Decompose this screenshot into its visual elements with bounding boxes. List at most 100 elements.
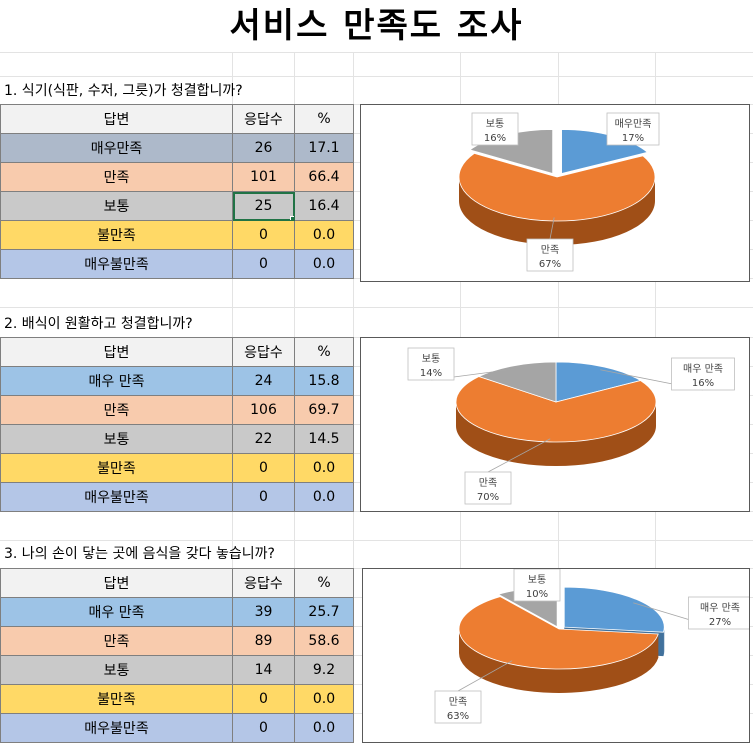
percent-cell[interactable]: 0.0 — [294, 220, 354, 250]
percent-cell[interactable]: 9.2 — [294, 655, 354, 685]
count-cell[interactable]: 0 — [232, 453, 295, 483]
data-label-value: 27% — [709, 617, 731, 628]
data-label-value: 63% — [447, 711, 469, 722]
count-cell[interactable]: 24 — [232, 366, 295, 396]
data-label-value: 70% — [477, 492, 499, 503]
answer-cell[interactable]: 만족 — [0, 395, 233, 425]
answer-cell[interactable]: 매우불만족 — [0, 713, 233, 743]
answer-cell[interactable]: 만족 — [0, 162, 233, 192]
count-cell-selected[interactable]: 25 — [232, 191, 295, 221]
table-row: 매우 만족 39 25.7 — [0, 597, 354, 627]
percent-cell[interactable]: 0.0 — [294, 482, 354, 512]
header-answer[interactable]: 답변 — [0, 104, 233, 134]
question-2: 2. 배식이 원활하고 청결합니까? — [4, 316, 193, 332]
answer-cell[interactable]: 불만족 — [0, 684, 233, 714]
table-header-row: 답변 응답수 % — [0, 104, 354, 134]
table-row: 만족 106 69.7 — [0, 395, 354, 425]
answer-cell[interactable]: 보통 — [0, 424, 233, 454]
answer-cell[interactable]: 보통 — [0, 655, 233, 685]
percent-cell[interactable]: 0.0 — [294, 684, 354, 714]
header-count[interactable]: 응답수 — [232, 104, 295, 134]
pie-chart-1[interactable]: 매우만족 17% 만족 67% 보통 16% — [360, 104, 750, 282]
answer-cell[interactable]: 불만족 — [0, 220, 233, 250]
pie-slice-1 — [458, 152, 656, 222]
percent-cell[interactable]: 66.4 — [294, 162, 354, 192]
answer-cell[interactable]: 매우만족 — [0, 133, 233, 163]
count-cell[interactable]: 14 — [232, 655, 295, 685]
count-cell[interactable]: 0 — [232, 249, 295, 279]
survey-table-1: 답변 응답수 % 매우만족 26 17.1 만족 101 66.4 보통 25 … — [0, 104, 354, 279]
answer-cell[interactable]: 매우 만족 — [0, 597, 233, 627]
table-header-row: 답변 응답수 % — [0, 337, 354, 367]
header-answer[interactable]: 답변 — [0, 568, 233, 598]
pie-slice-side — [456, 402, 656, 466]
data-label-value: 16% — [692, 378, 714, 389]
data-label-value: 14% — [420, 368, 442, 379]
data-label-category: 만족 — [541, 244, 559, 256]
count-cell[interactable]: 39 — [232, 597, 295, 627]
percent-cell[interactable]: 0.0 — [294, 453, 354, 483]
pie-slice-side — [459, 177, 655, 245]
data-label-category: 보통 — [528, 574, 546, 586]
data-label-box — [407, 347, 455, 381]
count-cell[interactable]: 0 — [232, 713, 295, 743]
table-row: 보통 25 16.4 — [0, 191, 354, 221]
count-cell[interactable]: 89 — [232, 626, 295, 656]
count-cell[interactable]: 22 — [232, 424, 295, 454]
data-label-category: 만족 — [449, 696, 467, 708]
pie-chart-2[interactable]: 매우 만족 16% 만족 70% 보통 14% — [360, 337, 750, 512]
table-row: 보통 22 14.5 — [0, 424, 354, 454]
pie-chart-3[interactable]: 매우 만족 27% 만족 63% 보통 10% — [362, 568, 750, 743]
data-label-box — [434, 690, 482, 724]
count-cell[interactable]: 101 — [232, 162, 295, 192]
data-label-category: 매우 만족 — [683, 363, 723, 375]
header-percent[interactable]: % — [294, 568, 354, 598]
data-label-box — [471, 112, 519, 146]
count-cell[interactable]: 106 — [232, 395, 295, 425]
pie-chart-2-svg: 매우 만족 16% 만족 70% 보통 14% — [407, 347, 735, 505]
percent-cell[interactable]: 17.1 — [294, 133, 354, 163]
table-row: 매우만족 26 17.1 — [0, 133, 354, 163]
pie-slice-side — [459, 629, 659, 693]
table-row: 매우불만족 0 0.0 — [0, 249, 354, 279]
data-label-value: 67% — [539, 259, 561, 270]
percent-cell[interactable]: 16.4 — [294, 191, 354, 221]
header-percent[interactable]: % — [294, 337, 354, 367]
answer-cell[interactable]: 매우 만족 — [0, 366, 233, 396]
answer-cell[interactable]: 매우불만족 — [0, 249, 233, 279]
percent-cell[interactable]: 25.7 — [294, 597, 354, 627]
count-cell[interactable]: 26 — [232, 133, 295, 163]
count-cell[interactable]: 0 — [232, 220, 295, 250]
data-label-box — [606, 112, 660, 146]
percent-cell[interactable]: 0.0 — [294, 713, 354, 743]
data-label-category: 매우 만족 — [700, 602, 740, 614]
table-row: 불만족 0 0.0 — [0, 453, 354, 483]
data-label-category: 보통 — [486, 118, 504, 130]
page-title: 서비스 만족도 조사 — [229, 6, 524, 46]
survey-table-2: 답변 응답수 % 매우 만족 24 15.8 만족 106 69.7 보통 22… — [0, 337, 354, 512]
percent-cell[interactable]: 58.6 — [294, 626, 354, 656]
leader-line — [457, 660, 513, 692]
percent-cell[interactable]: 14.5 — [294, 424, 354, 454]
pie-chart-1-svg: 매우만족 17% 만족 67% 보통 16% — [458, 112, 660, 272]
answer-cell[interactable]: 불만족 — [0, 453, 233, 483]
data-label-category: 보통 — [422, 353, 440, 365]
percent-cell[interactable]: 15.8 — [294, 366, 354, 396]
header-count[interactable]: 응답수 — [232, 337, 295, 367]
question-1: 1. 식기(식판, 수저, 그릇)가 청결합니까? — [4, 83, 243, 99]
answer-cell[interactable]: 보통 — [0, 191, 233, 221]
table-row: 보통 14 9.2 — [0, 655, 354, 685]
header-count[interactable]: 응답수 — [232, 568, 295, 598]
answer-cell[interactable]: 만족 — [0, 626, 233, 656]
pie-slice-0 — [555, 361, 642, 403]
data-label-category: 만족 — [479, 477, 497, 489]
count-cell[interactable]: 0 — [232, 482, 295, 512]
question-3: 3. 나의 손이 닿는 곳에 음식을 갖다 놓습니까? — [4, 546, 275, 562]
answer-cell[interactable]: 매우불만족 — [0, 482, 233, 512]
header-percent[interactable]: % — [294, 104, 354, 134]
header-answer[interactable]: 답변 — [0, 337, 233, 367]
pie-slice-side — [663, 627, 665, 657]
percent-cell[interactable]: 69.7 — [294, 395, 354, 425]
percent-cell[interactable]: 0.0 — [294, 249, 354, 279]
count-cell[interactable]: 0 — [232, 684, 295, 714]
